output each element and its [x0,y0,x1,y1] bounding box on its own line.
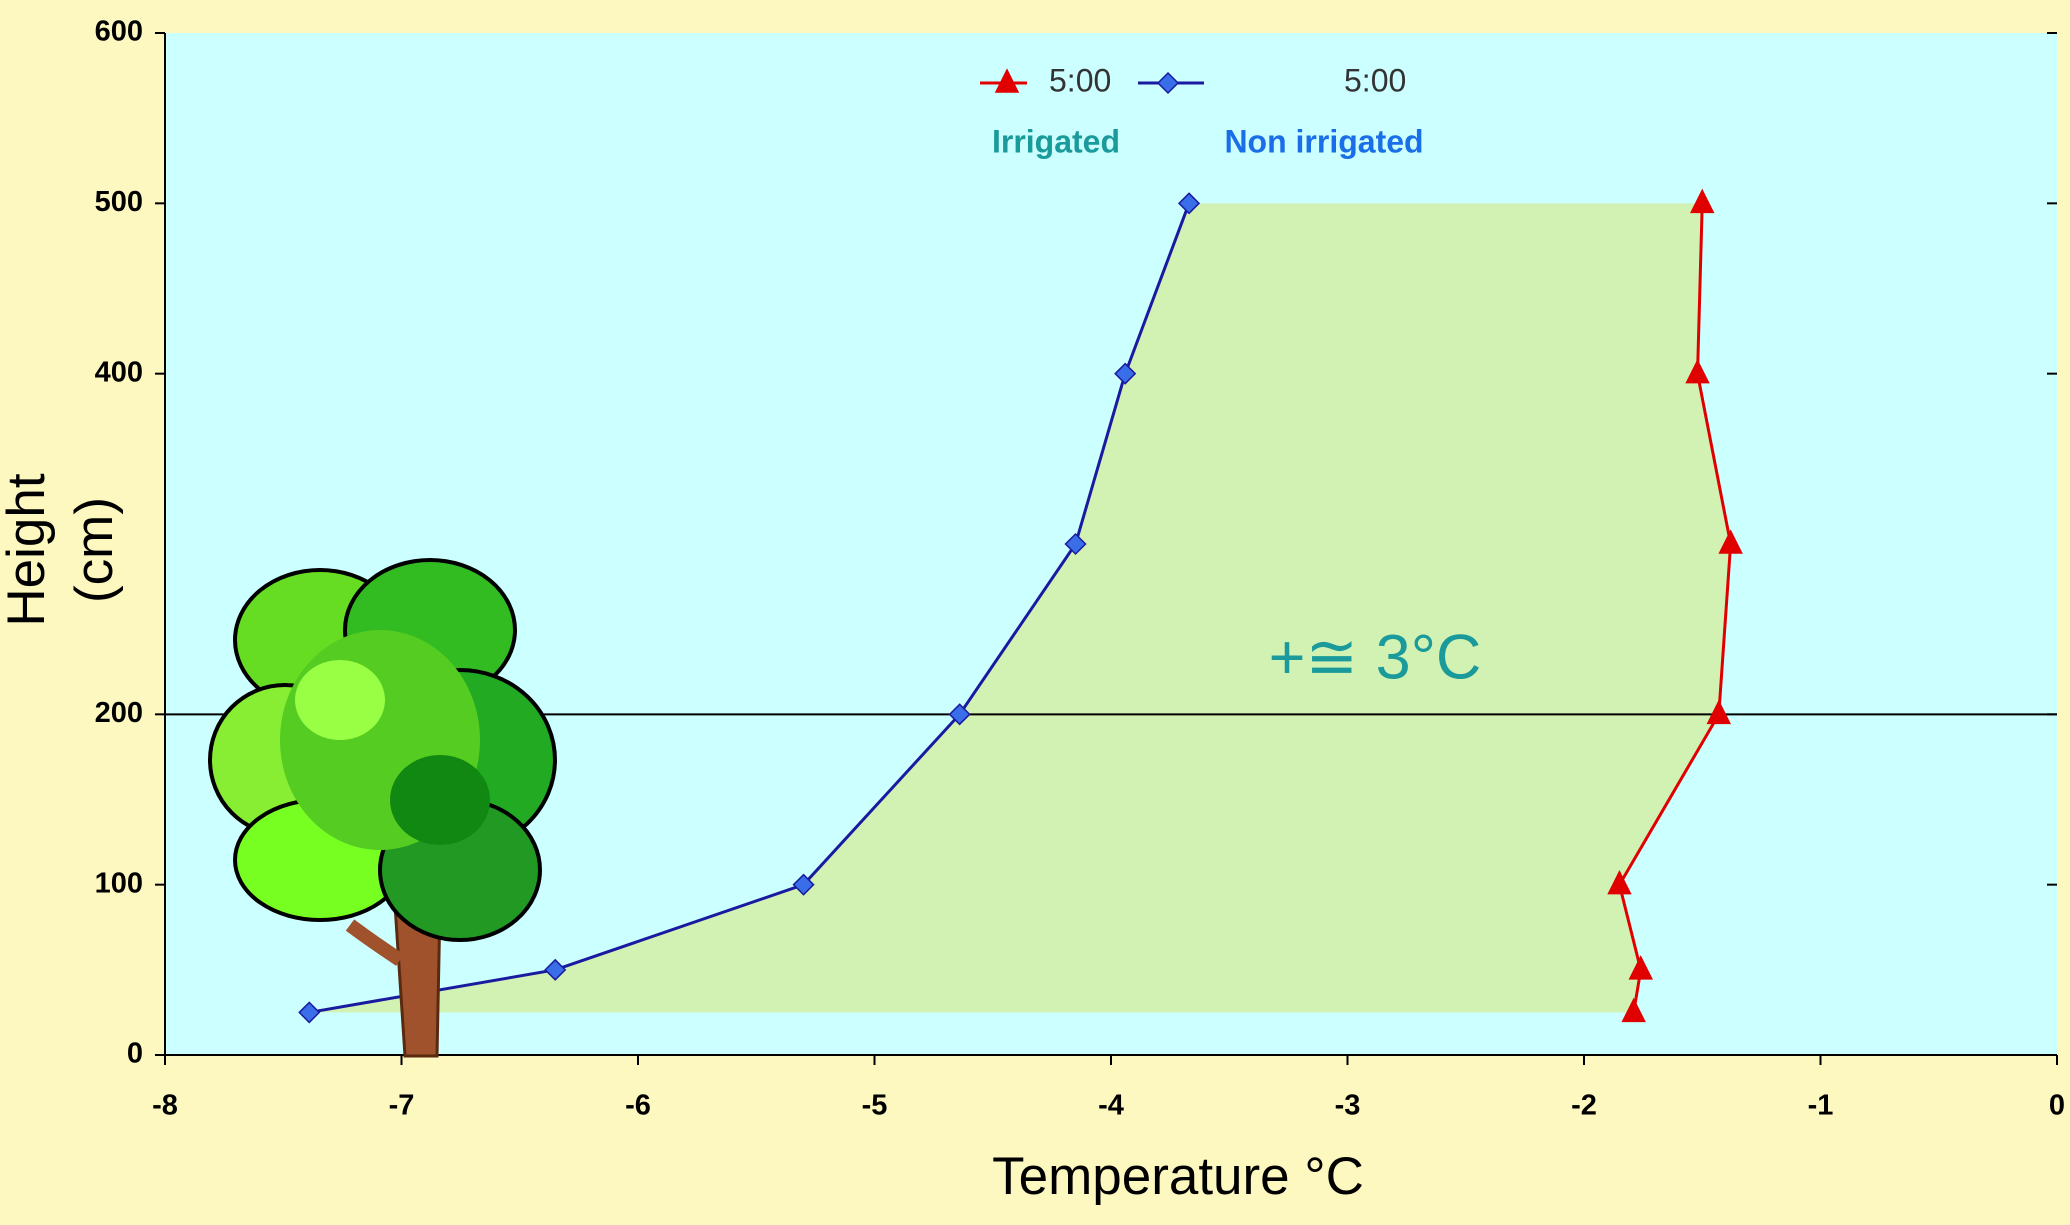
y-tick-label: 100 [95,867,143,899]
y-tick-label: 0 [127,1038,143,1070]
x-tick-label: -5 [862,1090,888,1122]
y-tick-label: 400 [95,356,143,388]
legend-note: Irrigated [992,123,1120,159]
x-tick-label: -6 [625,1090,651,1122]
chart: 0 100 200 400 500 600 -8 -7 -6 -5 -4 -3 -2 -1 0 5:00 5:0… [0,0,2070,1225]
annotation: +≅ 3°C [1269,623,1482,693]
x-tick-label: -7 [389,1090,415,1122]
x-tick-label: -4 [1098,1090,1124,1122]
x-tick-label: 0 [2049,1090,2065,1122]
y-axis-title: Height [0,473,56,626]
y-tick-label: 200 [95,697,143,729]
legend-label: 5:00 [1049,62,1111,98]
x-tick-label: -8 [152,1090,178,1122]
legend-label: 5:00 [1344,62,1406,98]
y-tick-label: 500 [95,186,143,218]
y-axis-title: (cm) [65,497,124,603]
legend-note: Non irrigated [1224,123,1423,159]
x-tick-label: -3 [1335,1090,1361,1122]
y-tick-label: 600 [95,16,143,48]
x-tick-label: -2 [1571,1090,1597,1122]
x-tick-label: -1 [1808,1090,1834,1122]
x-axis-title: Temperature °C [992,1147,1364,1206]
